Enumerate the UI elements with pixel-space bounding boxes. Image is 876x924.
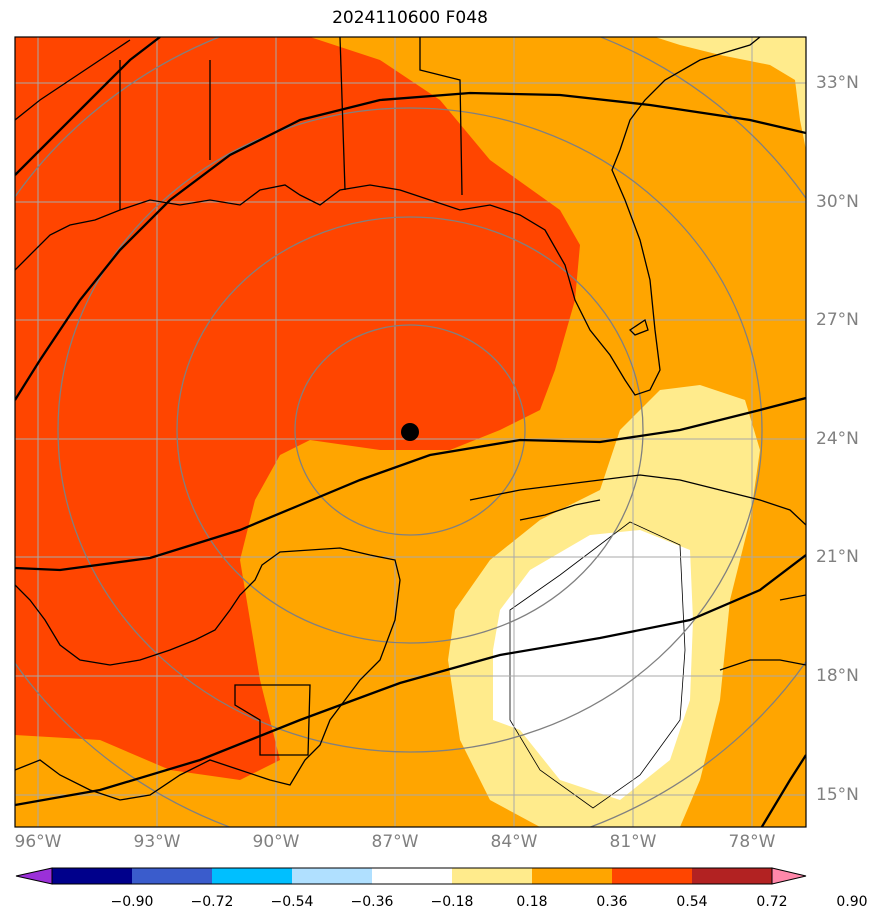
lat-label-33n: 33°N: [816, 73, 859, 93]
colorbar: [15, 867, 807, 885]
colorbar-segment: [372, 868, 453, 884]
colorbar-label: 0.36: [596, 894, 628, 910]
colorbar-label: 0.54: [676, 894, 708, 910]
height-contours: [15, 37, 806, 827]
lon-label-93w: 93°W: [133, 832, 181, 852]
colorbar-segment: [532, 868, 613, 884]
lat-label-18n: 18°N: [816, 666, 859, 686]
range-rings: [15, 37, 806, 827]
contour-thin: [509, 521, 686, 809]
storm-center-marker: [401, 423, 419, 441]
colorbar-segment: [292, 868, 373, 884]
coastlines: [15, 37, 806, 801]
lon-label-90w: 90°W: [252, 832, 300, 852]
lon-label-87w: 87°W: [371, 832, 419, 852]
lat-label-27n: 27°N: [816, 310, 859, 330]
lon-label-84w: 84°W: [490, 832, 538, 852]
lon-label-96w: 96°W: [14, 832, 62, 852]
colorbar-label: 0.90: [836, 894, 868, 910]
colorbar-label: 0.72: [756, 894, 788, 910]
colorbar-extend-high: [771, 867, 807, 885]
colorbar-segment: [52, 868, 133, 884]
lon-label-81w: 81°W: [609, 832, 657, 852]
map-title: 2024110600 F048: [332, 8, 488, 28]
colorbar-label: −0.90: [110, 894, 154, 910]
colorbar-label: −0.72: [190, 894, 234, 910]
map-frame: [14, 36, 807, 828]
colorbar-label: −0.18: [430, 894, 474, 910]
colorbar-label: −0.36: [350, 894, 394, 910]
map-panel: [14, 36, 807, 828]
colorbar-segment: [692, 868, 773, 884]
lon-label-78w: 78°W: [728, 832, 776, 852]
lat-label-21n: 21°N: [816, 547, 859, 567]
colorbar-segment: [452, 868, 533, 884]
field-yellow-ne: [655, 37, 806, 150]
colorbar-label: −0.54: [270, 894, 314, 910]
lat-label-24n: 24°N: [816, 429, 859, 449]
colorbar-segment: [212, 868, 293, 884]
colorbar-label: 0.18: [516, 894, 548, 910]
graticule: [15, 37, 806, 827]
lat-label-15n: 15°N: [816, 785, 859, 805]
colorbar-segment: [612, 868, 693, 884]
colorbar-segment: [132, 868, 213, 884]
lat-label-30n: 30°N: [816, 192, 859, 212]
colorbar-extend-low: [15, 867, 53, 885]
field-white-core: [493, 530, 693, 800]
